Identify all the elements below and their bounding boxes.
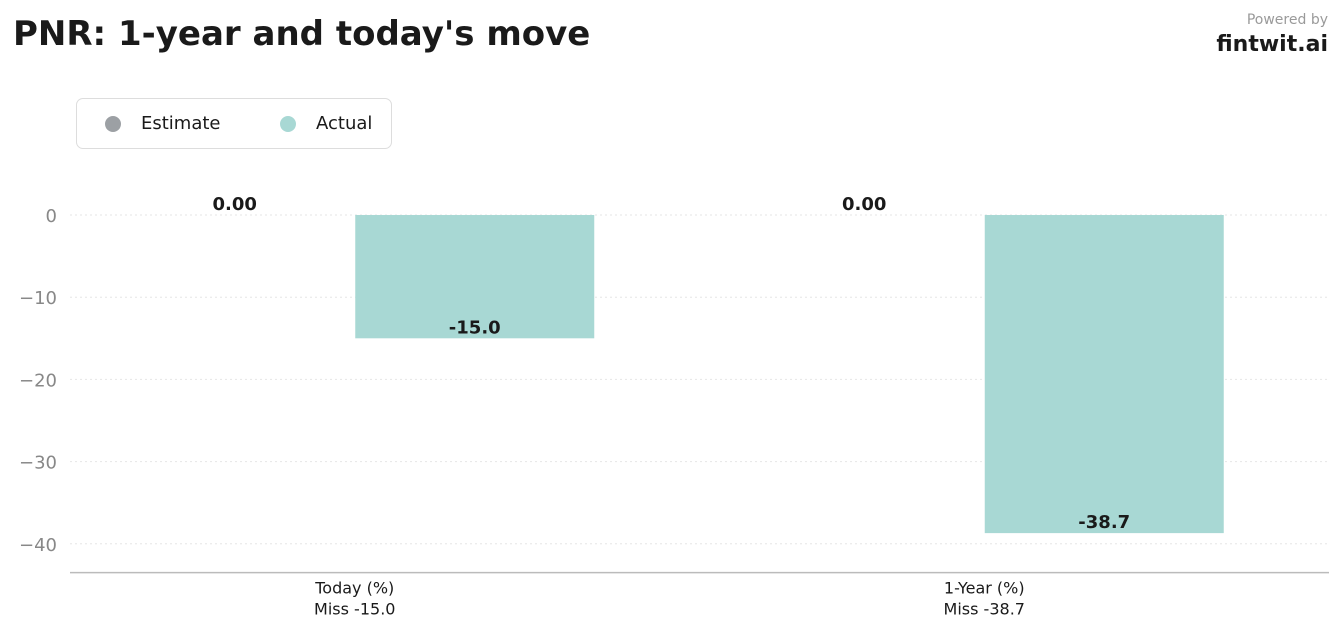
y-tick-label: −40 [19,535,57,556]
legend-label-estimate: Estimate [141,113,221,134]
y-tick-label: 0 [46,206,57,227]
brand-logo-text: fintwit.ai [1216,32,1328,57]
bar-actual [984,215,1224,534]
chart-legend: Estimate Actual [76,98,392,149]
x-tick-sublabel: Miss -38.7 [944,600,1025,619]
y-tick-label: −10 [19,288,57,309]
legend-label-actual: Actual [316,113,373,134]
x-tick-label: Today (%) [314,579,394,598]
y-tick-label: −20 [19,370,57,391]
data-label-actual: -38.7 [1078,512,1130,533]
data-label-estimate: 0.00 [213,194,257,215]
legend-item-actual: Actual [280,99,372,148]
data-label-estimate: 0.00 [842,194,886,215]
chart-title: PNR: 1-year and today's move [13,14,591,54]
powered-by-label: Powered by [1246,12,1328,28]
x-tick-sublabel: Miss -15.0 [314,600,395,619]
legend-swatch-estimate [105,115,121,132]
legend-item-estimate: Estimate [105,99,221,148]
x-tick-label: 1-Year (%) [944,579,1025,598]
data-label-actual: -15.0 [449,317,501,338]
bar-actual [355,215,595,339]
y-tick-label: −30 [19,453,57,474]
legend-swatch-actual [280,115,296,132]
